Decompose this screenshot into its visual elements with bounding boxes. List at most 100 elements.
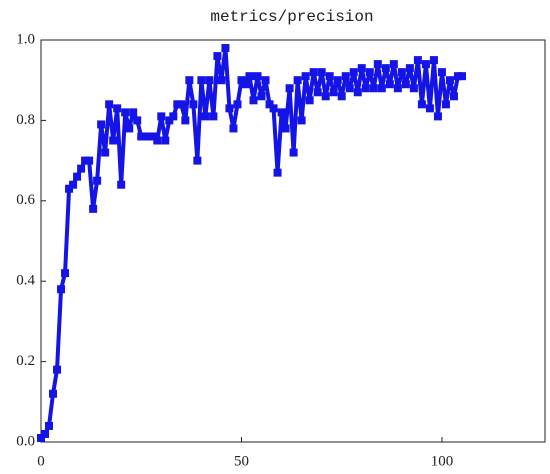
point	[169, 112, 178, 121]
point	[369, 84, 378, 93]
point	[105, 100, 114, 109]
point	[393, 84, 402, 93]
point	[353, 88, 362, 97]
point	[137, 132, 146, 141]
point	[197, 76, 206, 85]
y-tick-label: 0.4	[16, 273, 35, 289]
point	[53, 365, 62, 374]
point	[401, 80, 410, 89]
point	[297, 116, 306, 125]
point	[217, 76, 226, 85]
point	[213, 52, 222, 61]
point	[413, 56, 422, 65]
point	[441, 100, 450, 109]
point	[141, 132, 150, 141]
point	[77, 164, 86, 173]
point	[225, 104, 234, 113]
point	[281, 124, 290, 133]
point	[389, 60, 398, 69]
point	[69, 180, 78, 189]
point	[273, 168, 282, 177]
point	[313, 88, 322, 97]
y-tick-label: 0.8	[16, 112, 35, 128]
point	[261, 76, 270, 85]
point	[265, 100, 274, 109]
point	[341, 72, 350, 81]
point	[177, 100, 186, 109]
point	[397, 68, 406, 77]
point	[289, 148, 298, 157]
point	[249, 96, 258, 105]
point	[345, 84, 354, 93]
point	[361, 84, 370, 93]
x-tick-label: 0	[37, 453, 45, 469]
point	[381, 64, 390, 73]
point	[453, 72, 462, 81]
point	[157, 112, 166, 121]
point	[417, 100, 426, 109]
series-line	[39, 46, 463, 440]
point	[205, 76, 214, 85]
point	[65, 184, 74, 193]
point	[301, 72, 310, 81]
point	[293, 76, 302, 85]
point	[45, 421, 54, 430]
point	[449, 92, 458, 101]
point	[425, 104, 434, 113]
point	[149, 132, 158, 141]
y-tick-label: 0.2	[16, 353, 35, 369]
point	[209, 112, 218, 121]
y-tick-label: 0.6	[16, 192, 35, 208]
point	[357, 64, 366, 73]
point	[173, 100, 182, 109]
point	[97, 120, 106, 129]
point	[305, 96, 314, 105]
point	[445, 76, 454, 85]
point	[161, 136, 170, 145]
point	[421, 60, 430, 69]
point	[49, 389, 58, 398]
point	[73, 172, 82, 181]
point	[245, 72, 254, 81]
point	[121, 108, 130, 117]
point	[317, 68, 326, 77]
point	[153, 136, 162, 145]
point	[257, 92, 266, 101]
point	[237, 76, 246, 85]
point	[129, 108, 138, 117]
point	[405, 64, 414, 73]
point	[241, 80, 250, 89]
point	[201, 112, 210, 121]
point	[145, 132, 154, 141]
point	[429, 56, 438, 65]
point	[233, 100, 242, 109]
point	[125, 124, 134, 133]
point	[193, 156, 202, 165]
point	[133, 116, 142, 125]
point	[458, 72, 467, 81]
chart-title: metrics/precision	[210, 8, 373, 26]
point	[165, 116, 174, 125]
point	[269, 104, 278, 113]
point	[285, 84, 294, 93]
point	[221, 44, 230, 53]
point	[333, 76, 342, 85]
plot-frame	[40, 39, 546, 443]
x-tick-label: 100	[431, 453, 454, 469]
point	[277, 108, 286, 117]
x-tick-label: 50	[234, 453, 249, 469]
point	[409, 84, 418, 93]
point	[181, 116, 190, 125]
point	[189, 100, 198, 109]
point	[253, 72, 262, 81]
point	[81, 156, 90, 165]
point	[437, 68, 446, 77]
point	[109, 136, 118, 145]
point	[373, 60, 382, 69]
point	[89, 204, 98, 213]
point	[309, 68, 318, 77]
point	[365, 68, 374, 77]
point	[385, 80, 394, 89]
point	[57, 285, 66, 294]
point	[321, 92, 330, 101]
